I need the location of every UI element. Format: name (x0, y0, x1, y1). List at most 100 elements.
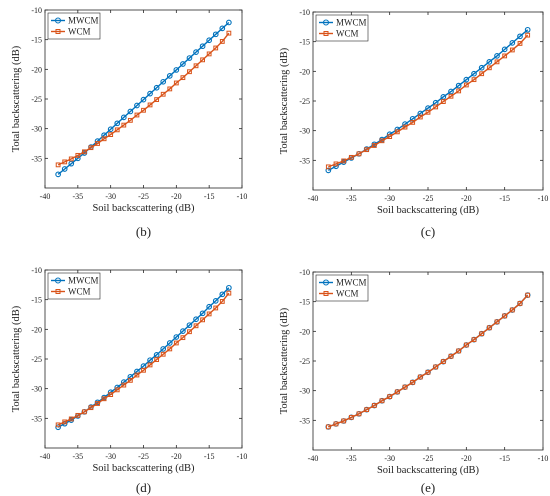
data-point (114, 387, 120, 393)
x-axis-label: Soil backscattering (dB) (377, 465, 480, 476)
x-tick-label: -40 (308, 454, 319, 463)
data-point (356, 151, 362, 157)
y-tick-label: -30 (299, 127, 310, 136)
data-point (82, 409, 87, 415)
x-tick-label: -30 (105, 192, 116, 201)
data-point (486, 58, 493, 65)
x-tick-label: -40 (40, 452, 51, 461)
legend-box (47, 12, 101, 40)
data-point (121, 122, 127, 128)
y-tick-label: -30 (31, 125, 42, 134)
data-point (134, 372, 140, 378)
y-tick-label: -20 (31, 65, 42, 74)
y-tick-label: -25 (299, 357, 310, 366)
data-point (425, 369, 431, 375)
data-point (166, 340, 173, 346)
data-point (153, 351, 160, 358)
data-point (509, 307, 515, 313)
chart-panel-1: -40 -35 -30 -25 -20 -15 -10 -35 -30 -25 -20 -15 -10 S… (11, 6, 247, 239)
data-point (160, 78, 167, 85)
x-tick-label: -40 (40, 192, 51, 201)
y-tick-label: -20 (299, 327, 310, 336)
x-tick-label: -25 (423, 454, 434, 463)
data-point (114, 127, 120, 133)
series-line (328, 294, 529, 428)
legend-swatch-marker (55, 289, 61, 294)
data-point (448, 353, 454, 359)
series-mwcm (325, 26, 531, 174)
data-point (147, 362, 153, 368)
x-tick-label: -15 (499, 454, 510, 463)
data-point (502, 313, 508, 319)
data-point (325, 424, 331, 430)
data-point (226, 19, 232, 26)
data-point (187, 329, 192, 335)
data-point (387, 134, 393, 139)
data-point (502, 53, 508, 59)
legend-swatch-marker (322, 279, 330, 286)
data-point (140, 96, 147, 103)
data-point (160, 91, 166, 97)
data-point (160, 346, 167, 352)
panel-caption: (d) (136, 480, 151, 495)
legend-label: MWCM (336, 278, 367, 288)
data-point (166, 73, 173, 79)
data-point (173, 340, 179, 346)
x-tick-label: -15 (204, 452, 215, 461)
data-point (108, 132, 114, 137)
data-point (471, 70, 477, 77)
legend-label: WCM (336, 289, 359, 299)
chart-panel-2: -40 -35 -30 -25 -20 -15 -10 -35 -30 -25 -20 -15 -10 S… (279, 8, 548, 239)
data-point (55, 171, 61, 178)
x-tick-label: -25 (423, 194, 434, 203)
x-axis-label: Soil backscattering (dB) (377, 205, 480, 216)
data-point (127, 108, 134, 115)
series-wcm (325, 32, 531, 170)
legend-swatch-marker (323, 31, 329, 36)
data-point (62, 159, 68, 165)
x-tick-label: -20 (171, 452, 182, 461)
data-point (88, 405, 94, 411)
data-point (524, 26, 531, 33)
data-point (55, 162, 61, 168)
data-point (394, 389, 400, 395)
data-point (61, 166, 68, 172)
x-tick-label: -15 (499, 194, 510, 203)
data-point (62, 419, 68, 425)
series-line (328, 294, 529, 428)
data-point (486, 65, 492, 71)
x-tick-label: -20 (461, 194, 472, 203)
data-point (101, 132, 107, 139)
data-point (153, 84, 160, 91)
legend-box (47, 272, 101, 300)
data-point (226, 284, 232, 291)
data-point (154, 97, 160, 102)
x-tick-label: -30 (384, 194, 395, 203)
y-axis-label: Total backscattering (dB) (279, 47, 290, 154)
data-point (141, 107, 146, 113)
data-point (387, 394, 393, 400)
panel-caption: (e) (421, 480, 435, 495)
x-tick-label: -10 (237, 192, 248, 201)
x-tick-label: -35 (72, 452, 83, 461)
data-point (75, 412, 81, 418)
data-point (364, 147, 370, 153)
x-tick-label: -35 (72, 192, 83, 201)
data-point (200, 317, 205, 323)
y-tick-label: -35 (31, 154, 42, 163)
data-point (127, 377, 133, 383)
data-point (200, 57, 205, 63)
data-point (193, 49, 199, 55)
data-point (206, 37, 213, 44)
y-tick-label: -10 (299, 8, 310, 17)
legend-box (315, 274, 369, 302)
data-point (371, 143, 377, 148)
y-tick-label: -35 (299, 416, 310, 425)
y-axis-label: Total backscattering (dB) (11, 305, 22, 412)
data-point (147, 102, 153, 108)
legend-label: WCM (68, 287, 91, 297)
series-line (327, 29, 529, 172)
y-tick-label: -20 (31, 325, 42, 334)
